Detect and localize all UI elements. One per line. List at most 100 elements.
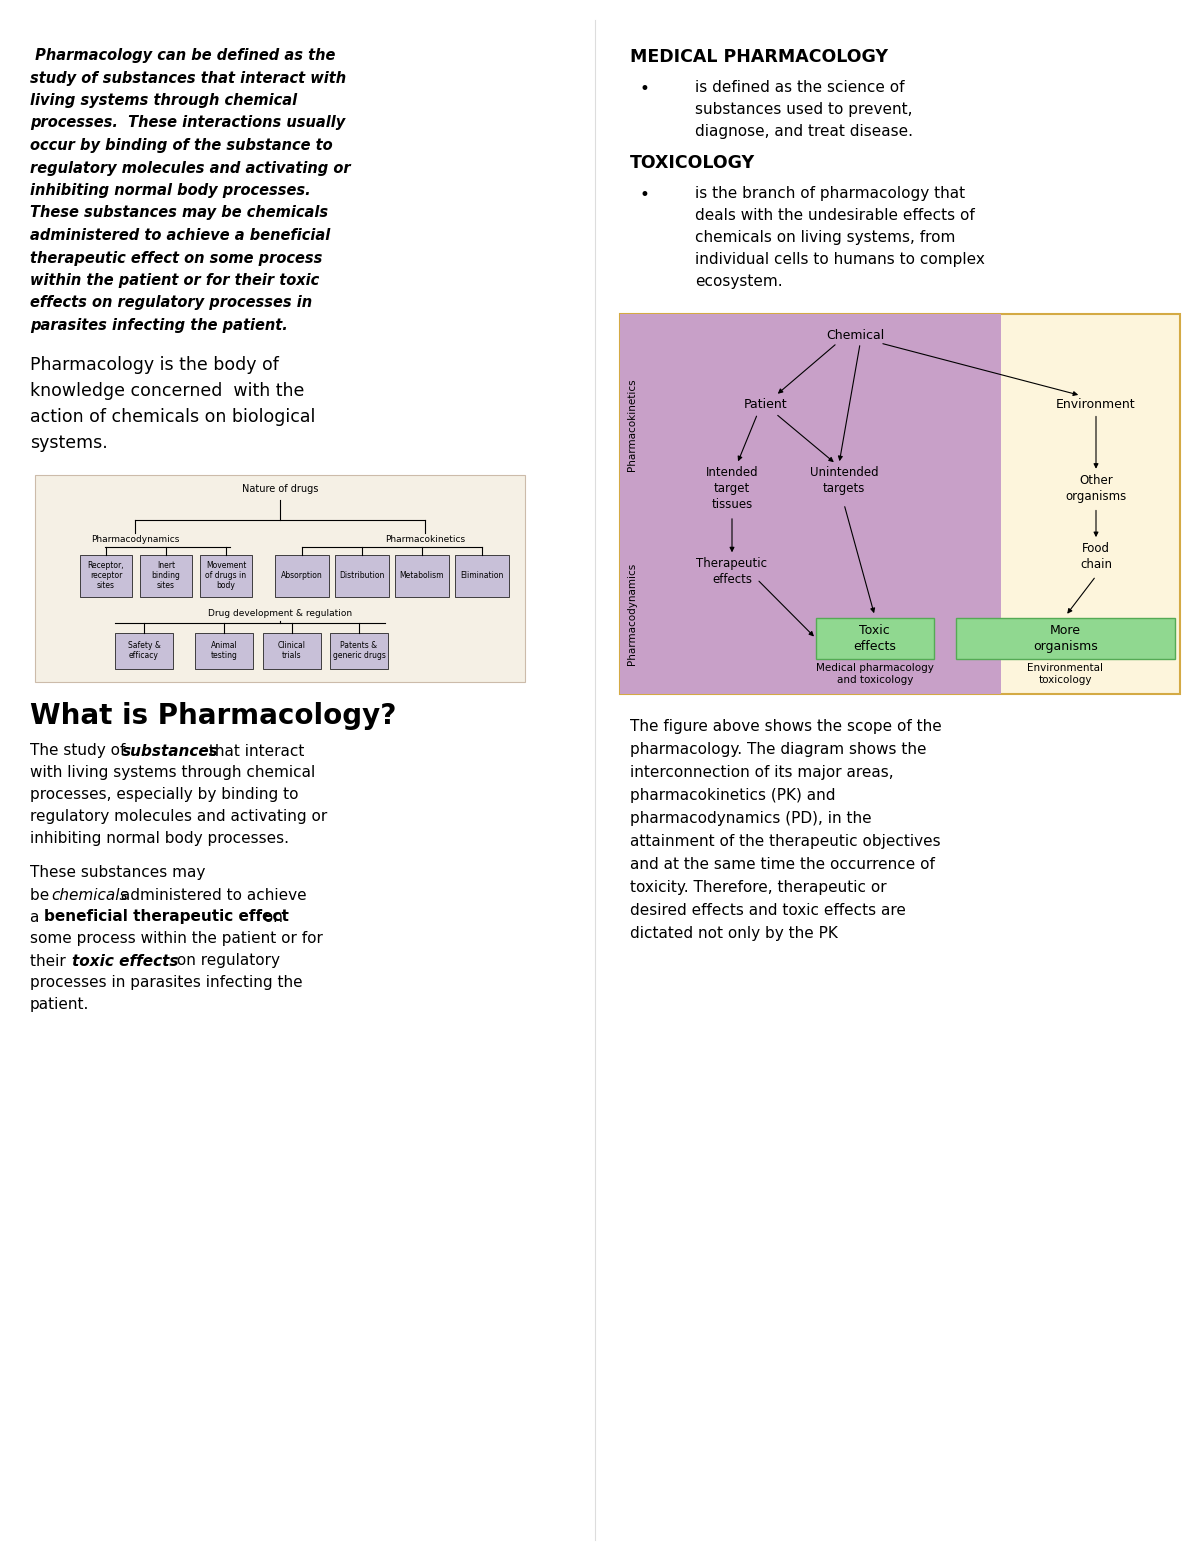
Text: TOXICOLOGY: TOXICOLOGY bbox=[630, 154, 755, 172]
Text: Nature of drugs: Nature of drugs bbox=[242, 485, 318, 494]
Text: interconnection of its major areas,: interconnection of its major areas, bbox=[630, 766, 894, 780]
Text: processes, especially by binding to: processes, especially by binding to bbox=[30, 787, 299, 803]
Text: their: their bbox=[30, 954, 71, 969]
Text: Metabolism: Metabolism bbox=[400, 572, 444, 579]
FancyBboxPatch shape bbox=[620, 314, 1001, 534]
Text: The study of: The study of bbox=[30, 744, 131, 758]
Text: Pharmacology can be defined as the: Pharmacology can be defined as the bbox=[30, 48, 335, 64]
Text: effects on regulatory processes in: effects on regulatory processes in bbox=[30, 295, 312, 311]
Text: processes.  These interactions usually: processes. These interactions usually bbox=[30, 115, 346, 130]
Text: Animal
testing: Animal testing bbox=[210, 641, 238, 660]
Text: pharmacodynamics (PD), in the: pharmacodynamics (PD), in the bbox=[630, 811, 871, 826]
Text: regulatory molecules and activating or: regulatory molecules and activating or bbox=[30, 809, 328, 825]
Text: occur by binding of the substance to: occur by binding of the substance to bbox=[30, 138, 332, 154]
Text: Drug development & regulation: Drug development & regulation bbox=[208, 609, 352, 618]
FancyBboxPatch shape bbox=[200, 554, 252, 596]
Text: Chemical: Chemical bbox=[826, 329, 884, 342]
Text: Patents &
generic drugs: Patents & generic drugs bbox=[332, 641, 385, 660]
Text: a: a bbox=[30, 910, 44, 924]
Text: Clinical
trials: Clinical trials bbox=[278, 641, 306, 660]
FancyBboxPatch shape bbox=[620, 314, 1180, 694]
Text: Pharmacology is the body of: Pharmacology is the body of bbox=[30, 357, 278, 374]
Text: and at the same time the occurrence of: and at the same time the occurrence of bbox=[630, 857, 935, 871]
Text: Pharmacokinetics: Pharmacokinetics bbox=[385, 534, 466, 544]
FancyBboxPatch shape bbox=[455, 554, 509, 596]
Text: Other
organisms: Other organisms bbox=[1066, 474, 1127, 503]
Text: patient.: patient. bbox=[30, 997, 89, 1013]
Text: parasites infecting the patient.: parasites infecting the patient. bbox=[30, 318, 288, 332]
Text: Safety &
efficacy: Safety & efficacy bbox=[127, 641, 161, 660]
Text: that interact: that interact bbox=[204, 744, 305, 758]
Text: toxicity. Therefore, therapeutic or: toxicity. Therefore, therapeutic or bbox=[630, 881, 887, 895]
FancyBboxPatch shape bbox=[620, 534, 1001, 694]
FancyBboxPatch shape bbox=[35, 475, 526, 669]
Text: Distribution: Distribution bbox=[340, 572, 385, 579]
Text: More
organisms: More organisms bbox=[1033, 624, 1098, 652]
FancyBboxPatch shape bbox=[115, 632, 173, 668]
Text: substances used to prevent,: substances used to prevent, bbox=[695, 102, 912, 116]
FancyBboxPatch shape bbox=[80, 554, 132, 596]
Text: pharmacology. The diagram shows the: pharmacology. The diagram shows the bbox=[630, 742, 926, 756]
FancyBboxPatch shape bbox=[194, 632, 253, 668]
Text: action of chemicals on biological: action of chemicals on biological bbox=[30, 408, 316, 427]
Text: Medical pharmacology
and toxicology: Medical pharmacology and toxicology bbox=[816, 663, 934, 685]
FancyBboxPatch shape bbox=[816, 618, 934, 658]
Text: is the branch of pharmacology that: is the branch of pharmacology that bbox=[695, 186, 965, 200]
Text: administered to achieve a beneficial: administered to achieve a beneficial bbox=[30, 228, 330, 242]
FancyBboxPatch shape bbox=[263, 632, 322, 668]
Text: Pharmacodynamics: Pharmacodynamics bbox=[628, 564, 637, 665]
Text: deals with the undesirable effects of: deals with the undesirable effects of bbox=[695, 208, 974, 224]
FancyBboxPatch shape bbox=[956, 618, 1175, 658]
Text: therapeutic effect on some process: therapeutic effect on some process bbox=[30, 250, 323, 266]
Text: These substances may be chemicals: These substances may be chemicals bbox=[30, 205, 328, 221]
Text: MEDICAL PHARMACOLOGY: MEDICAL PHARMACOLOGY bbox=[630, 48, 888, 65]
FancyBboxPatch shape bbox=[140, 554, 192, 596]
Text: chemicals on living systems, from: chemicals on living systems, from bbox=[695, 230, 955, 245]
Text: with living systems through chemical: with living systems through chemical bbox=[30, 766, 316, 781]
Text: is defined as the science of: is defined as the science of bbox=[695, 81, 905, 95]
Text: These substances may: These substances may bbox=[30, 865, 205, 881]
Text: Unintended
targets: Unintended targets bbox=[810, 466, 878, 495]
Text: Patient: Patient bbox=[744, 398, 787, 410]
Text: be: be bbox=[30, 887, 54, 902]
Text: Intended
target
tissues: Intended target tissues bbox=[706, 466, 758, 511]
Text: diagnose, and treat disease.: diagnose, and treat disease. bbox=[695, 124, 913, 140]
Text: ecosystem.: ecosystem. bbox=[695, 273, 782, 289]
Text: toxic effects: toxic effects bbox=[72, 954, 179, 969]
Text: Environmental
toxicology: Environmental toxicology bbox=[1027, 663, 1104, 685]
Text: Toxic
effects: Toxic effects bbox=[853, 624, 896, 652]
Text: individual cells to humans to complex: individual cells to humans to complex bbox=[695, 252, 985, 267]
Text: What is Pharmacology?: What is Pharmacology? bbox=[30, 702, 396, 730]
Text: inhibiting normal body processes.: inhibiting normal body processes. bbox=[30, 183, 311, 197]
Text: administered to achieve: administered to achieve bbox=[116, 887, 307, 902]
Text: within the patient or for their toxic: within the patient or for their toxic bbox=[30, 273, 319, 287]
Text: Inert
binding
sites: Inert binding sites bbox=[151, 561, 180, 590]
Text: •: • bbox=[640, 81, 650, 98]
Text: chemicals: chemicals bbox=[50, 887, 127, 902]
Text: processes in parasites infecting the: processes in parasites infecting the bbox=[30, 975, 302, 991]
Text: •: • bbox=[640, 186, 650, 203]
Text: dictated not only by the PK: dictated not only by the PK bbox=[630, 926, 838, 941]
FancyBboxPatch shape bbox=[275, 554, 329, 596]
Text: beneficial therapeutic effect: beneficial therapeutic effect bbox=[44, 910, 289, 924]
Text: substances: substances bbox=[122, 744, 218, 758]
Text: study of substances that interact with: study of substances that interact with bbox=[30, 70, 346, 85]
Text: some process within the patient or for: some process within the patient or for bbox=[30, 932, 323, 946]
Text: living systems through chemical: living systems through chemical bbox=[30, 93, 298, 109]
Text: Therapeutic
effects: Therapeutic effects bbox=[696, 558, 768, 585]
Text: on: on bbox=[259, 910, 283, 924]
Text: Pharmacokinetics: Pharmacokinetics bbox=[628, 377, 637, 471]
Text: knowledge concerned  with the: knowledge concerned with the bbox=[30, 382, 305, 401]
FancyBboxPatch shape bbox=[35, 475, 526, 682]
Text: attainment of the therapeutic objectives: attainment of the therapeutic objectives bbox=[630, 834, 941, 849]
FancyBboxPatch shape bbox=[395, 554, 449, 596]
Text: Elimination: Elimination bbox=[461, 572, 504, 579]
Text: Pharmacodynamics: Pharmacodynamics bbox=[91, 534, 179, 544]
Text: Receptor,
receptor
sites: Receptor, receptor sites bbox=[88, 561, 125, 590]
Text: systems.: systems. bbox=[30, 435, 108, 452]
Text: Environment: Environment bbox=[1056, 398, 1136, 410]
Text: The figure above shows the scope of the: The figure above shows the scope of the bbox=[630, 719, 942, 735]
FancyBboxPatch shape bbox=[330, 632, 388, 668]
FancyBboxPatch shape bbox=[335, 554, 389, 596]
Text: Movement
of drugs in
body: Movement of drugs in body bbox=[205, 561, 246, 590]
